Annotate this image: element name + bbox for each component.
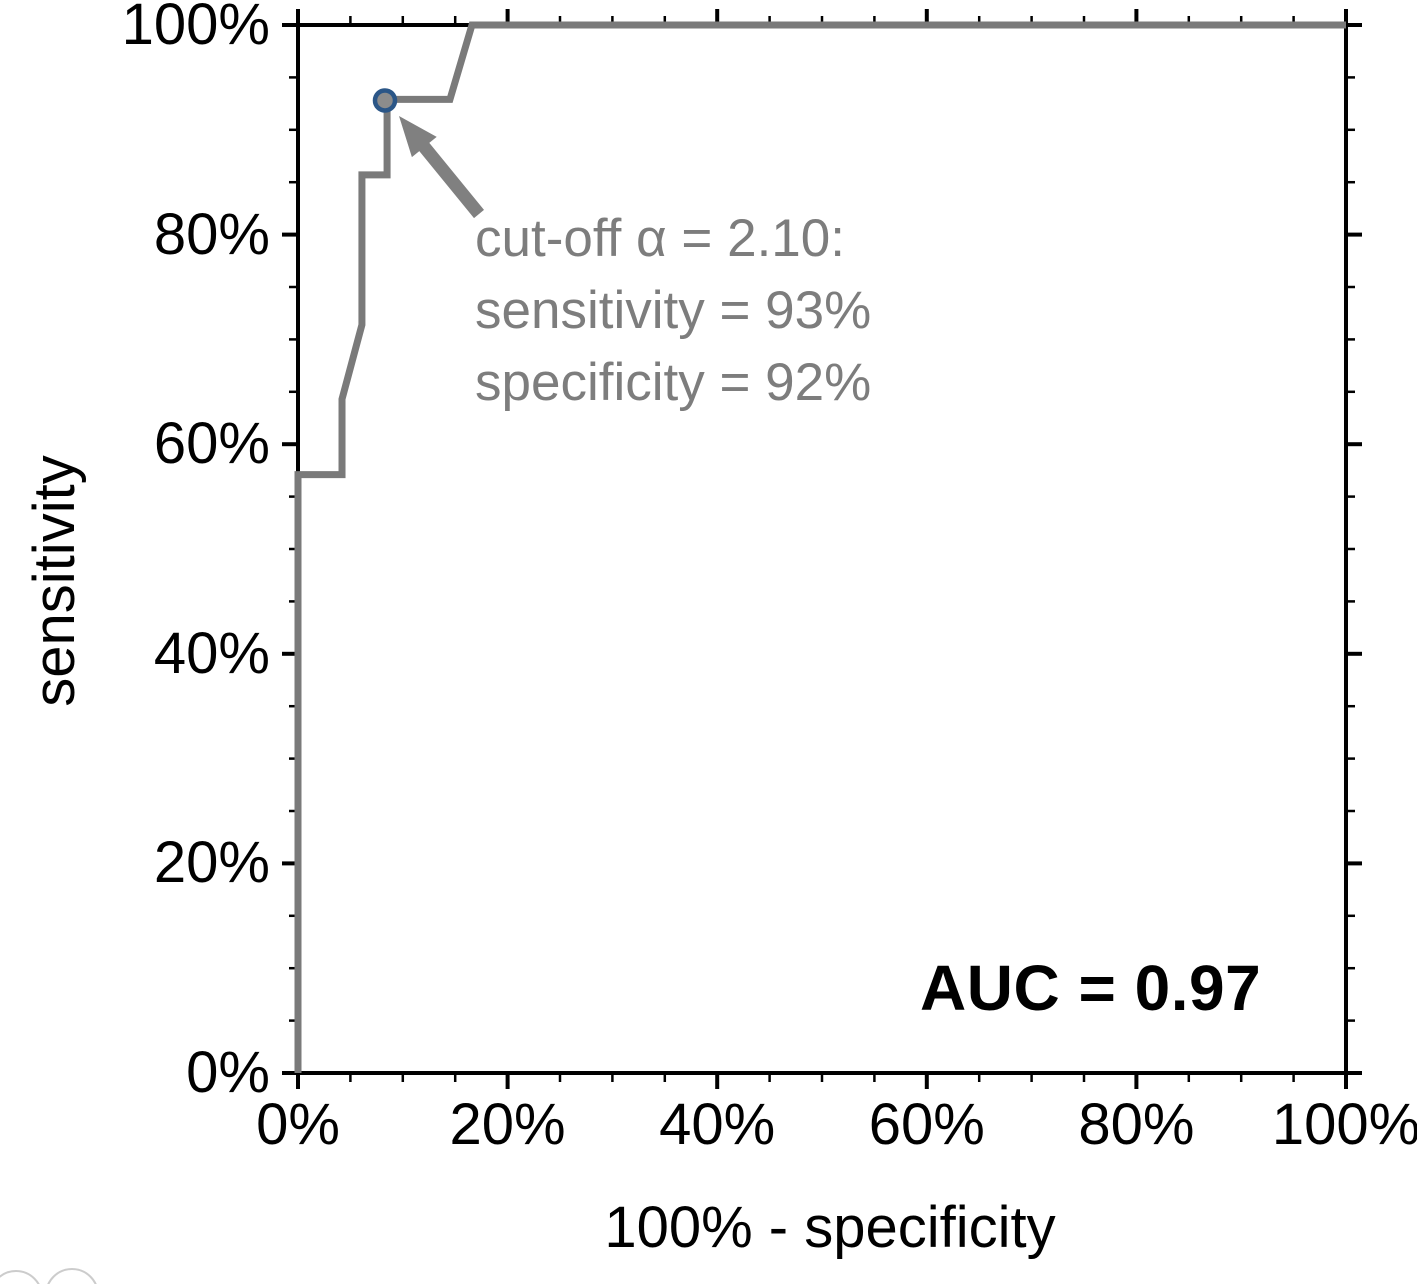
watermark-circle bbox=[0, 1270, 40, 1284]
x-axis-title: 100% - specificity bbox=[604, 1195, 1056, 1260]
auc-label: AUC = 0.97 bbox=[920, 952, 1262, 1024]
y-tick-label: 100% bbox=[121, 0, 270, 57]
y-tick-label: 20% bbox=[153, 830, 270, 896]
cutoff-annotation-line-1: cut-off α = 2.10: bbox=[475, 209, 845, 268]
cutoff-marker bbox=[372, 88, 398, 113]
cutoff-annotation-line-3: specificity = 92% bbox=[475, 353, 872, 412]
cutoff-annotation-line-2: sensitivity = 93% bbox=[475, 281, 872, 340]
y-tick-label: 40% bbox=[153, 620, 270, 686]
watermark-circle bbox=[47, 1268, 97, 1284]
y-axis-title: sensitivity bbox=[22, 455, 87, 707]
x-tick-label: 60% bbox=[868, 1092, 985, 1157]
x-tick-label: 20% bbox=[449, 1092, 566, 1157]
x-tick-label: 40% bbox=[659, 1092, 776, 1157]
x-tick-label: 80% bbox=[1078, 1092, 1195, 1157]
annotation-arrow bbox=[399, 116, 484, 219]
x-tick-label: 0% bbox=[256, 1092, 340, 1157]
y-tick-label: 80% bbox=[153, 201, 270, 267]
cutoff-annotation: cut-off α = 2.10: sensitivity = 93% spec… bbox=[475, 203, 871, 419]
y-tick-label: 0% bbox=[186, 1040, 270, 1105]
y-tick-label: 60% bbox=[153, 411, 270, 477]
x-tick-label: 100% bbox=[1271, 1092, 1417, 1157]
roc-curve bbox=[294, 21, 1346, 1073]
